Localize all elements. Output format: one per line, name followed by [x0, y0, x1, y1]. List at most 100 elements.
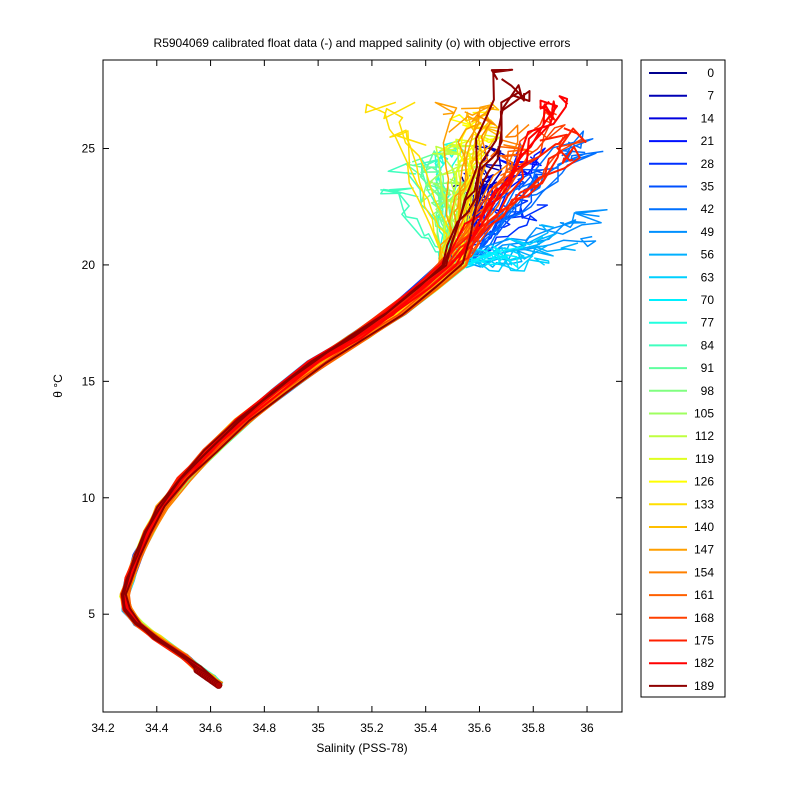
legend-label: 126 — [694, 475, 714, 489]
series-91 — [119, 150, 466, 684]
legend-entry: 98 — [649, 384, 714, 398]
legend-label: 175 — [694, 634, 714, 648]
series-63 — [121, 236, 550, 686]
legend-entry: 140 — [649, 520, 714, 534]
legend-label: 147 — [694, 543, 714, 557]
series-line — [120, 68, 514, 685]
series-56 — [122, 224, 579, 685]
legend-label: 49 — [701, 225, 715, 239]
legend-label: 119 — [695, 452, 714, 466]
mapped-salinity-markers — [193, 666, 223, 689]
series-line — [124, 171, 451, 684]
y-axis: 5 10 15 20 25 — [82, 141, 622, 621]
series-line — [125, 184, 491, 684]
series-line — [122, 164, 480, 685]
series-line — [120, 145, 459, 687]
legend-label: 140 — [694, 520, 714, 534]
legend-entry: 182 — [649, 656, 714, 670]
legend-entry: 0 — [649, 66, 714, 80]
series-98 — [121, 181, 468, 686]
legend-label: 161 — [694, 588, 714, 602]
series-line — [126, 198, 463, 686]
legend-entry: 84 — [649, 338, 714, 352]
x-axis: 34.2 34.4 34.6 34.8 35 35.2 35.4 35.6 35.8 36 — [91, 60, 594, 735]
series-line — [124, 91, 526, 686]
legend-entry: 175 — [649, 634, 714, 648]
series-28 — [122, 198, 549, 686]
legend-label: 84 — [701, 338, 715, 352]
legend-entry: 77 — [649, 316, 714, 330]
series-line — [122, 232, 557, 684]
x-tick-label: 35.8 — [522, 721, 546, 735]
legend-entry: 28 — [649, 157, 714, 171]
series-line — [122, 188, 446, 686]
series-line — [126, 150, 604, 684]
legend-entry: 112 — [649, 429, 714, 443]
legend-entry: 189 — [649, 679, 714, 693]
y-tick-label: 10 — [82, 491, 96, 505]
series-line — [121, 151, 450, 686]
legend-label: 189 — [694, 679, 714, 693]
x-tick-label: 36 — [580, 721, 594, 735]
series-line — [124, 161, 460, 686]
series-112 — [122, 143, 480, 687]
legend-label: 56 — [701, 248, 715, 262]
y-tick-label: 5 — [88, 607, 95, 621]
legend-entry: 49 — [649, 225, 714, 239]
x-tick-label: 35.6 — [468, 721, 492, 735]
legend-label: 0 — [707, 66, 714, 80]
legend-label: 133 — [694, 497, 714, 511]
legend-entry: 161 — [649, 588, 714, 602]
series-line — [124, 178, 485, 684]
series-line — [125, 138, 594, 684]
series-line — [123, 249, 510, 687]
series-line — [127, 163, 461, 684]
series-line — [127, 166, 466, 684]
series-161 — [121, 145, 530, 687]
series-line — [127, 181, 468, 684]
series-line — [123, 176, 478, 685]
series-line — [121, 178, 480, 686]
legend-label: 91 — [701, 361, 715, 375]
series-105 — [121, 171, 480, 686]
y-tick-label: 15 — [82, 374, 96, 388]
x-tick-label: 34.4 — [145, 721, 169, 735]
series-line — [122, 150, 453, 684]
series-line — [123, 150, 479, 687]
series-line — [126, 188, 464, 686]
series-182 — [120, 95, 569, 686]
legend-entry: 91 — [649, 361, 714, 375]
series-line — [126, 158, 468, 684]
series-line — [120, 139, 464, 684]
legend-label: 70 — [701, 293, 715, 307]
legend-entry: 147 — [649, 543, 714, 557]
series-line — [125, 208, 511, 684]
legend-label: 42 — [701, 202, 715, 216]
x-tick-label: 34.2 — [91, 721, 115, 735]
legend-entry: 7 — [649, 89, 714, 103]
x-tick-label: 35.4 — [414, 721, 438, 735]
series-49 — [120, 209, 608, 686]
series-42 — [122, 130, 604, 686]
legend-entry: 154 — [649, 565, 714, 579]
series-layer — [119, 68, 608, 689]
series-line — [121, 139, 524, 686]
series-line — [125, 172, 494, 684]
legend-entry: 70 — [649, 293, 714, 307]
x-tick-label: 34.8 — [253, 721, 277, 735]
series-189 — [120, 68, 531, 686]
legend-entry: 126 — [649, 475, 714, 489]
series-line — [120, 248, 519, 685]
y-axis-label: θ °C — [51, 374, 65, 398]
legend-items: 0 7 14 21 28 35 42 49 56 63 70 77 84 91 98 105 112 119 126… — [649, 66, 714, 693]
mapped-marker — [214, 681, 223, 689]
series-line — [125, 214, 538, 686]
series-line — [121, 183, 449, 685]
series-line — [124, 143, 475, 687]
legend-entry: 133 — [649, 497, 714, 511]
series-line — [122, 129, 448, 686]
series-line — [120, 147, 574, 685]
legend-label: 28 — [701, 157, 715, 171]
series-70 — [120, 244, 524, 687]
